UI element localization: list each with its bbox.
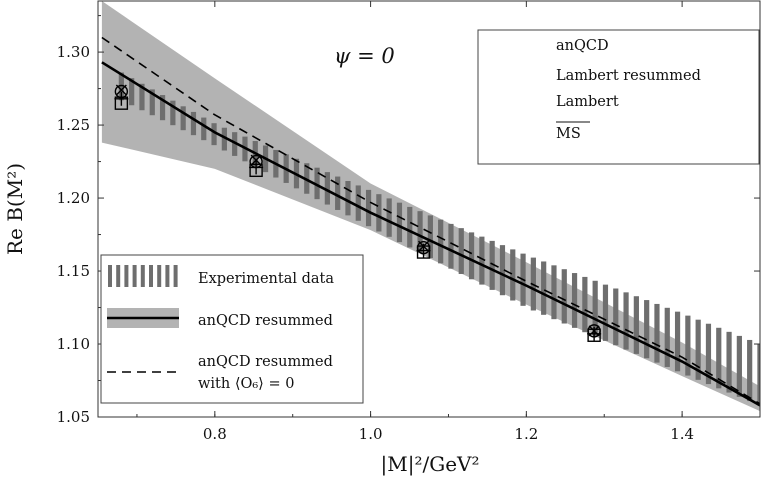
- y-tick-label: 1.10: [57, 335, 90, 353]
- experimental-hatch: [438, 219, 444, 264]
- experimental-hatch: [602, 284, 609, 341]
- legend-label-anqcd: anQCD: [556, 38, 609, 54]
- experimental-hatch: [561, 269, 567, 324]
- experimental-hatch: [592, 280, 598, 337]
- legend-hatch: [124, 265, 129, 287]
- experimental-hatch: [221, 127, 227, 151]
- plot-frame: [97, 0, 761, 418]
- experimental-hatch: [129, 78, 135, 106]
- experimental-hatch: [201, 117, 207, 141]
- marker-ms: [416, 240, 431, 255]
- experimental-hatch: [376, 194, 382, 232]
- experimental-hatch: [386, 198, 392, 237]
- experimental-hatch: [623, 292, 629, 350]
- experimental-hatch: [551, 265, 557, 320]
- marker-ms: [587, 324, 601, 338]
- legend-top-right: anQCD Lambert resummed Lambert MS: [477, 29, 760, 165]
- y-tick-label: 1.30: [57, 43, 90, 61]
- experimental-hatch: [170, 100, 176, 126]
- legend-label-lambert: Lambert: [556, 94, 619, 110]
- y-tick-label: 1.20: [57, 189, 90, 207]
- marker-ms: [114, 84, 129, 99]
- experimental-hatch: [407, 206, 413, 248]
- experimental-hatch: [314, 167, 320, 200]
- experimental-hatch: [664, 307, 670, 367]
- x-tick-label: 1.0: [359, 425, 383, 443]
- legend-hatch: [116, 265, 121, 287]
- experimental-hatch: [582, 276, 588, 333]
- experimental-hatch: [335, 176, 341, 210]
- experimental-hatch: [613, 288, 619, 346]
- y-tick-label: 1.25: [57, 116, 90, 134]
- experimental-hatch: [448, 223, 454, 269]
- experimental-hatch: [705, 323, 712, 385]
- experimental-hatch: [571, 273, 578, 328]
- legend-hatch: [132, 265, 137, 287]
- experimental-hatch: [345, 181, 351, 216]
- x-tick-label: 1.4: [670, 425, 694, 443]
- legend-label-experimental: Experimental data: [198, 271, 334, 287]
- experimental-hatch: [695, 319, 701, 380]
- y-tick-label: 1.15: [57, 262, 90, 280]
- experimental-hatch: [489, 240, 495, 290]
- experimental-hatch: [190, 111, 197, 136]
- experimental-hatch: [324, 172, 330, 205]
- experimental-hatch: [674, 311, 681, 372]
- dashed-line-o6-zero: [101, 36, 760, 405]
- experimental-hatch: [541, 261, 547, 315]
- legend-label-anqcd-resummed-o6: anQCD resummed: [198, 354, 333, 370]
- legend-swatch-experimental: [108, 265, 178, 287]
- experimental-hatch: [180, 106, 186, 131]
- experimental-hatch: [139, 83, 145, 111]
- y-tick-label: 1.05: [57, 408, 90, 426]
- experimental-hatch: [633, 296, 639, 354]
- experimental-hatch: [654, 303, 660, 363]
- y-axis-title: Re B(M²): [3, 163, 27, 255]
- x-tick-label: 1.2: [514, 425, 538, 443]
- marker-ms: [249, 154, 263, 169]
- experimental-hatch: [355, 185, 361, 221]
- experimental-hatch: [159, 95, 166, 121]
- marker-lambert: [114, 91, 129, 106]
- experimental-hatch: [417, 211, 423, 253]
- legend-label-msbar: MS: [556, 126, 581, 142]
- solid-line-anqcd-resummed: [101, 61, 760, 407]
- experimental-hatch: [396, 202, 403, 243]
- experimental-hatch: [211, 123, 217, 146]
- experimental-hatch: [118, 72, 124, 101]
- legend-label-lambert-resummed: Lambert resummed: [556, 68, 701, 84]
- legend-hatch: [157, 265, 162, 287]
- experimental-hatch: [365, 189, 372, 227]
- x-axis-title: |M|²/GeV²: [381, 452, 480, 477]
- experimental-hatch: [757, 344, 760, 406]
- legend-bottom-left: Experimental data anQCD resummed anQCD r…: [100, 254, 364, 404]
- legend-hatch: [165, 265, 170, 287]
- psi-annotation: ψ = 0: [334, 44, 395, 68]
- experimental-hatch: [644, 300, 650, 359]
- legend-hatch: [108, 265, 112, 287]
- legend-label-o6-zero: with ⟨O₆⟩ = 0: [198, 376, 294, 392]
- legend-hatch: [140, 265, 145, 287]
- experimental-hatch: [499, 245, 506, 296]
- experimental-hatch: [736, 335, 742, 397]
- legend-label-anqcd-resummed: anQCD resummed: [198, 313, 333, 329]
- experimental-hatch: [747, 339, 753, 402]
- experimental-hatch: [510, 249, 516, 301]
- experimental-hatch: [716, 327, 722, 389]
- experimental-hatch: [685, 315, 691, 376]
- experimental-hatch: [479, 236, 485, 285]
- experimental-hatch: [468, 232, 475, 280]
- legend-hatch: [149, 265, 153, 287]
- x-tick-label: 0.8: [203, 425, 227, 443]
- experimental-hatch: [458, 228, 464, 274]
- experimental-hatch: [726, 331, 732, 393]
- legend-hatch: [173, 265, 178, 287]
- experimental-hatch: [149, 89, 155, 116]
- experimental-hatch: [427, 215, 433, 259]
